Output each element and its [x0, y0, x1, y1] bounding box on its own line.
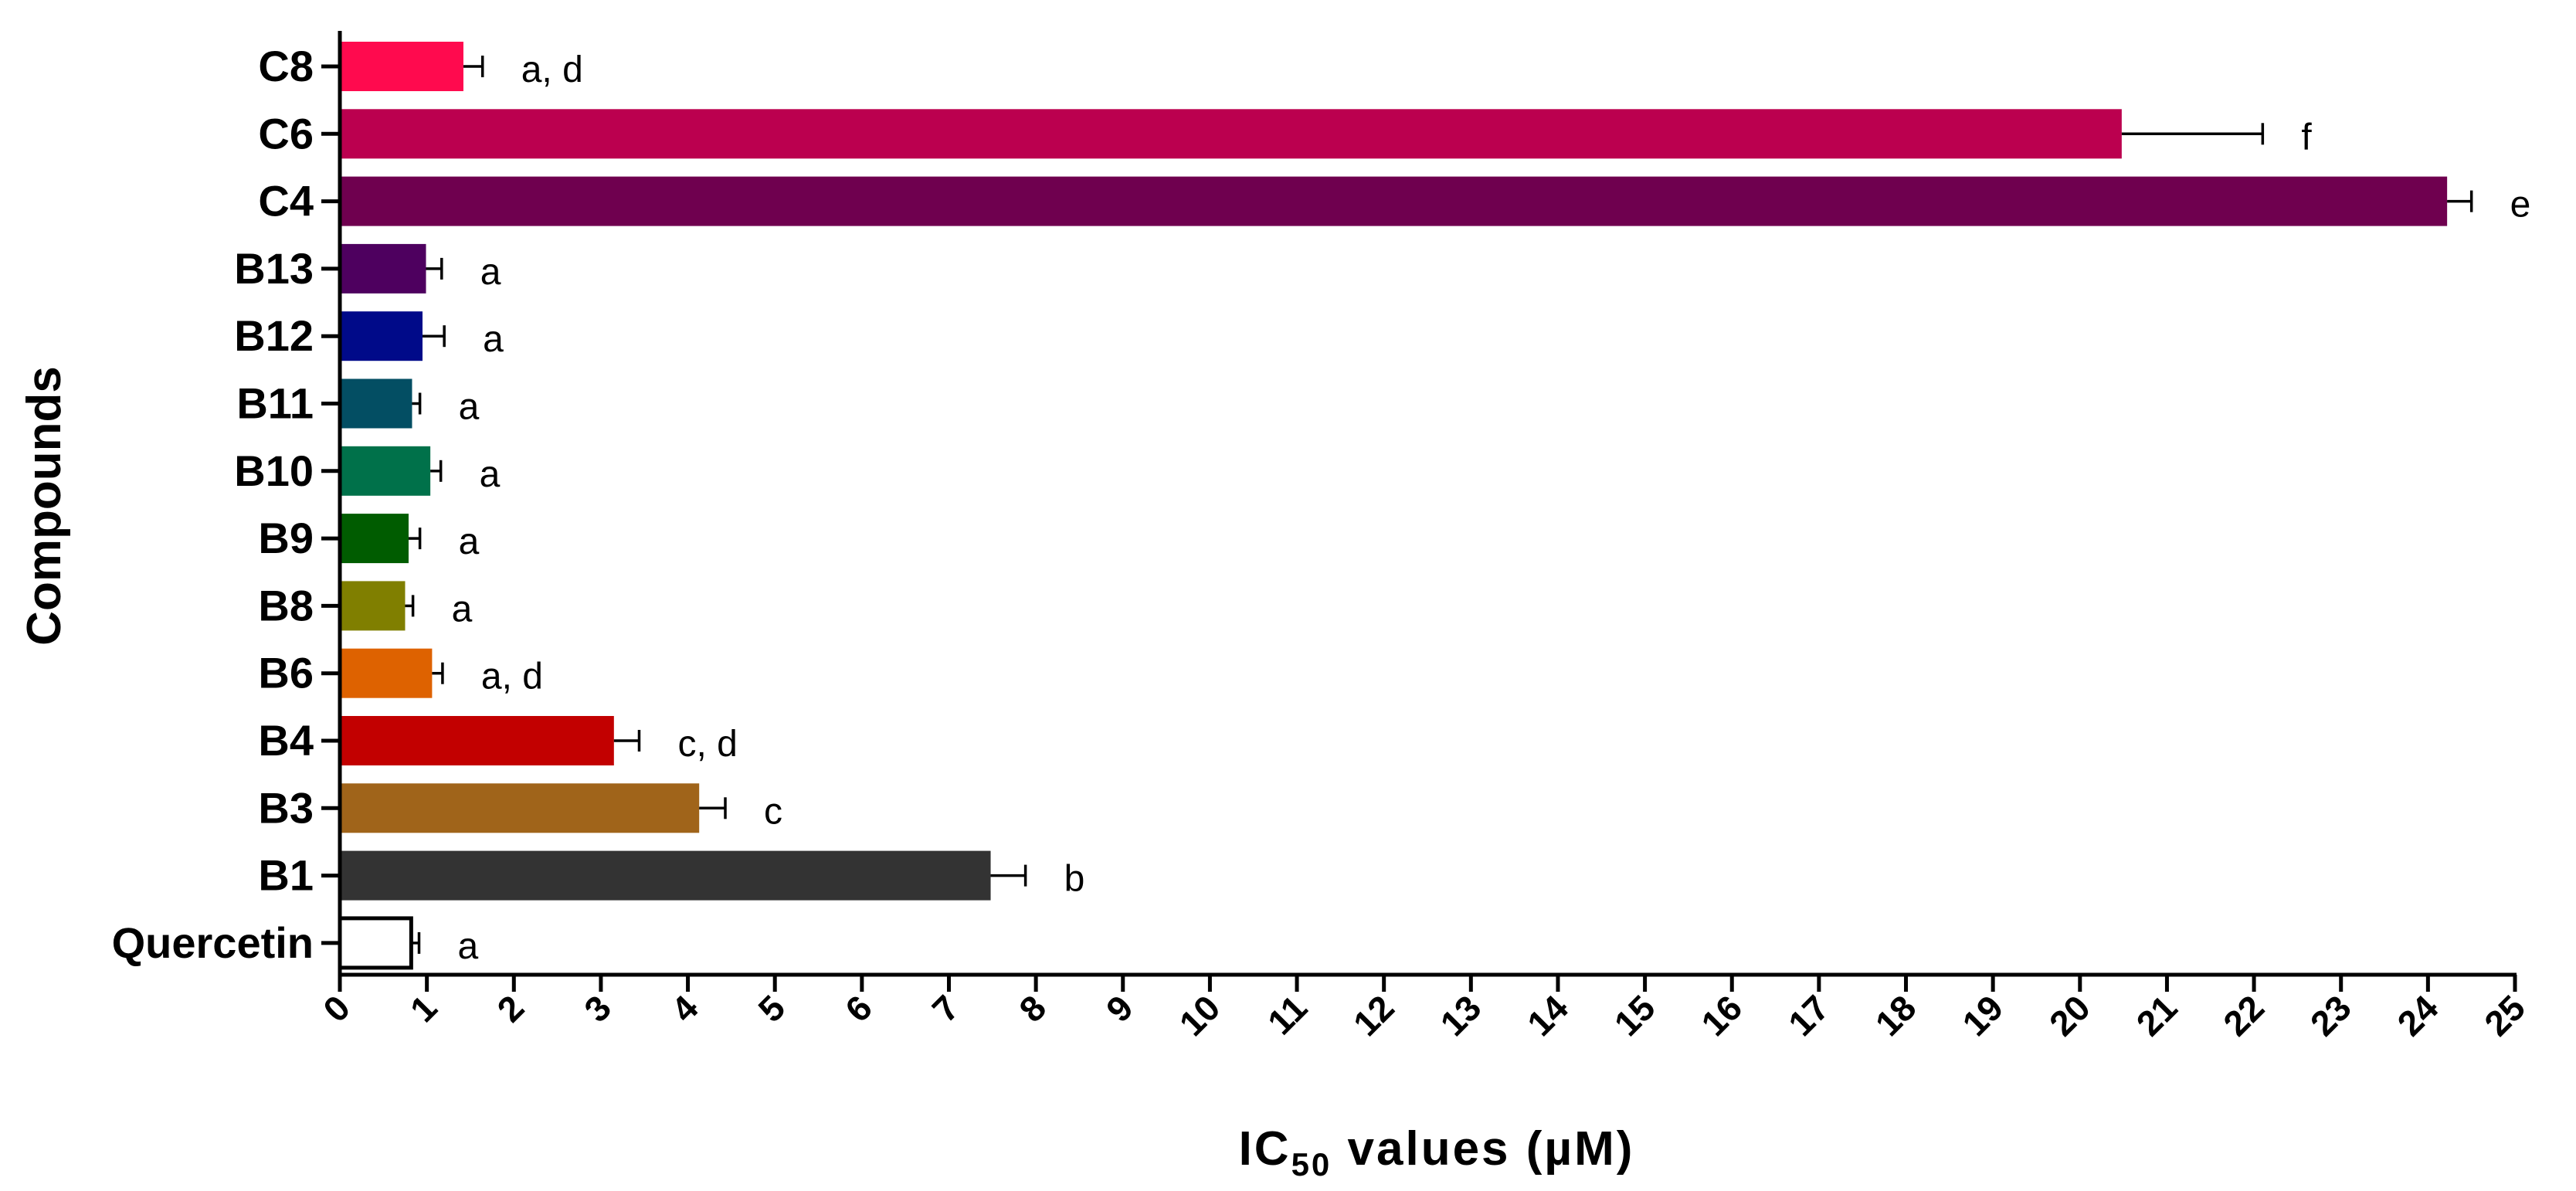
- significance-label: a, d: [481, 657, 543, 697]
- x-tick-label: 6: [837, 987, 880, 1030]
- bar: [340, 42, 463, 91]
- x-tick-label: 0: [315, 987, 358, 1030]
- x-tick-label: 3: [576, 987, 619, 1030]
- x-tick-label: 19: [1954, 987, 2011, 1043]
- category-label: B10: [234, 446, 314, 495]
- x-axis-title-rest: values (µM): [1332, 1122, 1634, 1176]
- bar: [340, 783, 700, 833]
- bar: [338, 916, 413, 970]
- category-label: B6: [258, 649, 314, 697]
- significance-label: a: [483, 319, 504, 360]
- bar: [340, 850, 991, 901]
- x-tick-label: 23: [2303, 987, 2359, 1043]
- category-label: C6: [258, 109, 314, 158]
- x-tick-label: 8: [1011, 987, 1054, 1030]
- bar: [340, 514, 409, 564]
- x-axis-title-subscript: 50: [1291, 1146, 1332, 1183]
- category-label: C8: [258, 42, 314, 90]
- x-tick-label: 24: [2389, 987, 2445, 1043]
- x-tick-label: 2: [489, 987, 531, 1030]
- bar: [340, 311, 423, 361]
- x-tick-label: 14: [1519, 987, 1576, 1043]
- x-axis-title-main: IC: [1239, 1122, 1291, 1176]
- x-tick-label: 1: [402, 987, 445, 1030]
- y-axis-title: Compounds: [18, 366, 71, 646]
- x-tick-label: 5: [750, 987, 792, 1030]
- x-tick-label: 4: [664, 987, 706, 1030]
- bar: [340, 378, 412, 429]
- x-tick-label: 10: [1172, 987, 1228, 1043]
- x-tick-label: 21: [2129, 987, 2185, 1043]
- significance-label: a: [480, 454, 501, 495]
- x-tick-label: 22: [2215, 987, 2272, 1043]
- significance-label: c: [764, 791, 782, 832]
- x-tick-label: 20: [2041, 987, 2098, 1043]
- bar: [340, 176, 2448, 226]
- category-label: B1: [258, 851, 314, 900]
- category-label: B4: [258, 716, 314, 765]
- category-label: C4: [258, 177, 314, 226]
- bar: [340, 109, 2122, 159]
- bar: [340, 243, 426, 294]
- bar: [340, 446, 431, 496]
- category-labels: C8 a, d C6 f C4 e B13 a B12 a B11 a B10 a B9 a B8 a B6 a, d…: [112, 42, 2531, 967]
- significance-label: a: [458, 926, 479, 967]
- category-label: Quercetin: [112, 918, 314, 967]
- x-tick-label: 7: [925, 987, 967, 1030]
- x-tick-label: 12: [1346, 987, 1402, 1043]
- x-tick-label: 15: [1607, 987, 1663, 1043]
- significance-label: f: [2301, 117, 2312, 158]
- bar: [340, 716, 614, 765]
- significance-label: a, d: [521, 49, 583, 90]
- significance-label: e: [2510, 185, 2531, 226]
- significance-label: a: [459, 521, 480, 562]
- x-tick-label: 16: [1693, 987, 1750, 1043]
- category-label: B13: [234, 244, 314, 293]
- x-tick-label: 9: [1098, 987, 1141, 1030]
- category-label: B8: [258, 581, 314, 629]
- significance-label: a: [480, 252, 501, 293]
- category-label: B3: [258, 783, 314, 832]
- significance-label: a: [452, 589, 473, 629]
- category-label: B9: [258, 514, 314, 562]
- category-label: B12: [234, 311, 314, 360]
- significance-label: b: [1064, 859, 1085, 900]
- x-ticks: 0 1 2 3 4 5 6 7 8 9 10 11 12 13 14 15 16 17 18 19 20 21 22 23 24…: [315, 975, 2533, 1043]
- x-axis-title: IC50 values (µM): [1239, 1122, 1635, 1183]
- bar: [340, 581, 406, 631]
- significance-label: a: [459, 387, 480, 428]
- x-tick-label: 17: [1780, 987, 1837, 1043]
- category-label: B11: [236, 379, 314, 428]
- x-tick-label: 13: [1432, 987, 1488, 1043]
- x-tick-label: 25: [2476, 987, 2533, 1043]
- x-tick-label: 18: [1868, 987, 1924, 1043]
- bar: [340, 648, 433, 698]
- x-tick-label: 11: [1260, 987, 1315, 1042]
- significance-label: c, d: [677, 724, 737, 765]
- bars-layer: [321, 42, 2473, 970]
